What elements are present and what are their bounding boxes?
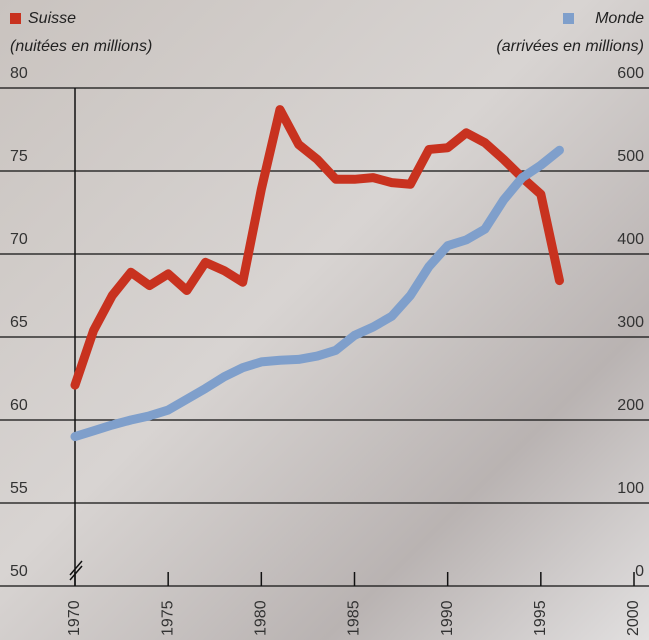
y-axis-label: (nuitées en millions) <box>10 38 152 55</box>
y2-tick-label: 300 <box>617 314 644 331</box>
y-tick-label: 65 <box>10 314 28 331</box>
x-tick-label: 1970 <box>66 600 83 636</box>
y-tick-label: 60 <box>10 397 28 414</box>
legend-swatch <box>10 13 21 24</box>
y2-tick-label: 400 <box>617 231 644 248</box>
y-tick-label: 75 <box>10 148 28 165</box>
y-tick-label: 50 <box>10 563 28 580</box>
x-tick-label: 1985 <box>346 600 363 636</box>
y2-tick-label: 100 <box>617 480 644 497</box>
y2-tick-label: 500 <box>617 148 644 165</box>
y-tick-label: 70 <box>10 231 28 248</box>
legend-label: Suisse <box>28 10 76 27</box>
chart: Suisse (nuitées en millions) Monde (arri… <box>0 0 649 640</box>
x-tick-label: 1995 <box>532 600 549 636</box>
x-tick-label: 1975 <box>159 600 176 636</box>
x-tick-label: 1990 <box>439 600 456 636</box>
y2-tick-label: 0 <box>635 563 644 580</box>
y-tick-label: 80 <box>10 65 28 82</box>
y2-tick-label: 200 <box>617 397 644 414</box>
x-tick-label: 1980 <box>253 600 270 636</box>
y2-axis-label: (arrivées en millions) <box>496 38 644 55</box>
y2-tick-label: 600 <box>617 65 644 82</box>
legend-label: Monde <box>595 10 644 27</box>
x-tick-label: 2000 <box>625 600 642 636</box>
y-tick-label: 55 <box>10 480 28 497</box>
legend-swatch <box>563 13 574 24</box>
